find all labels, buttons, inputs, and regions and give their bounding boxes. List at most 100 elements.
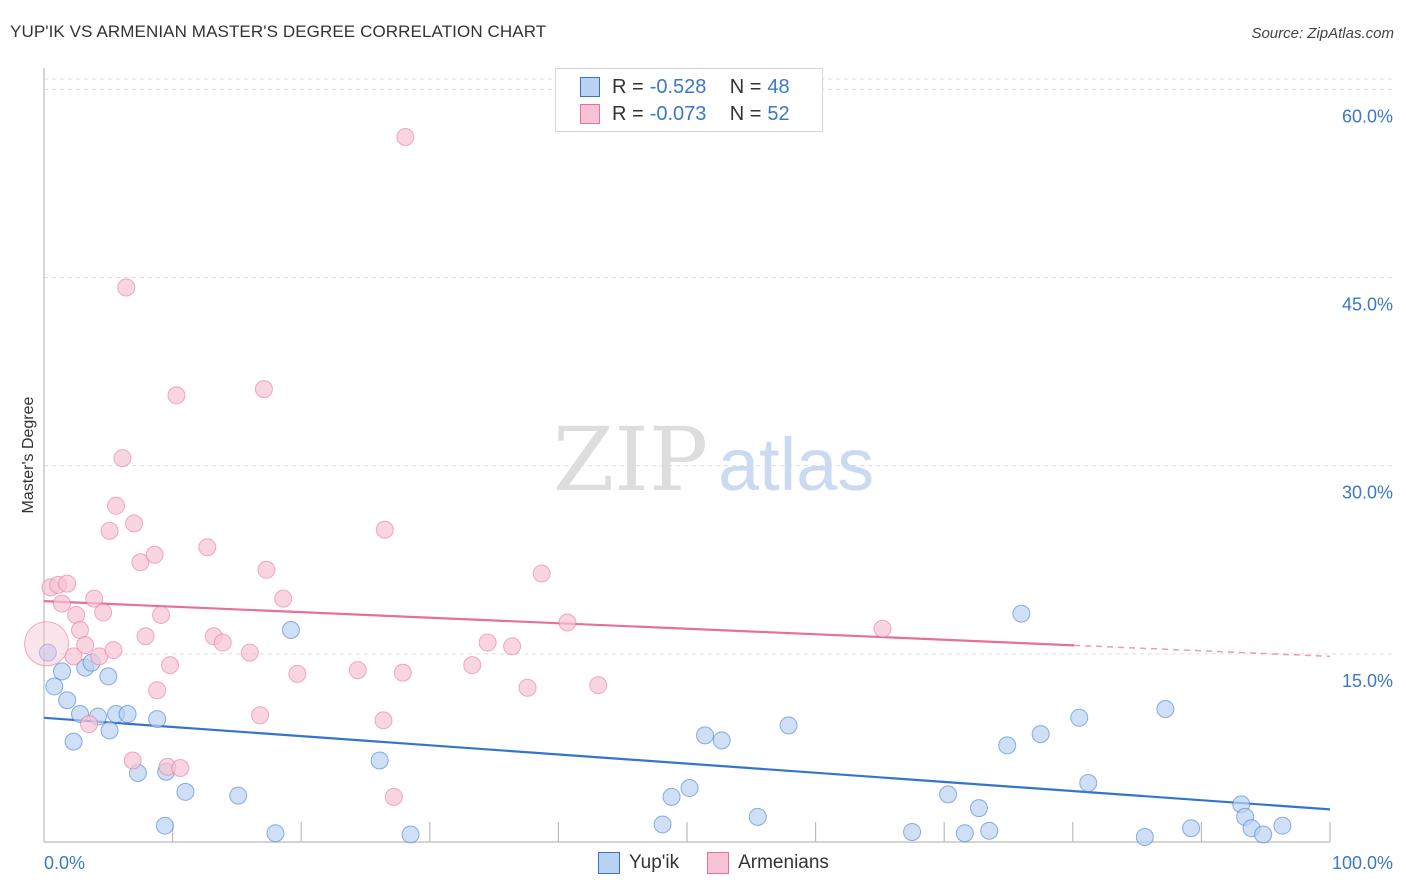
armenians-point: [100, 521, 119, 540]
armenians-point: [288, 664, 307, 683]
legend-r-label: R =: [612, 102, 644, 125]
yupik-point: [370, 751, 389, 770]
armenians-trend-extension: [1074, 644, 1331, 658]
armenians-point: [198, 538, 217, 557]
yupik-point: [155, 816, 174, 835]
watermark-zip: ZIP: [553, 408, 708, 511]
armenians-point: [125, 514, 144, 533]
yupik-point: [99, 667, 118, 686]
yupik-point: [38, 643, 57, 662]
legend-label-yupik: Yup'ik: [629, 852, 680, 873]
legend-r-value: -0.528: [649, 75, 707, 98]
yupik-point: [680, 779, 699, 798]
armenians-point: [873, 619, 892, 638]
armenians-point: [123, 751, 142, 770]
armenians-point: [396, 127, 415, 146]
armenians-point: [463, 656, 482, 675]
yupik-point: [148, 710, 167, 729]
watermark-atlas: atlas: [718, 423, 874, 506]
legend-n-label: N =: [729, 102, 762, 125]
y-axis-title: Master's Degree: [20, 396, 37, 513]
armenians-point: [64, 647, 83, 666]
yupik-point: [1273, 816, 1292, 835]
yupik-point: [955, 824, 974, 843]
y-tick-label: 15.0%: [1342, 671, 1393, 691]
armenians-point: [71, 620, 90, 639]
legend-r-value: -0.073: [649, 102, 707, 125]
yupik-point: [653, 815, 672, 834]
armenians-point: [58, 574, 77, 593]
series-legend: Yup'ik Armenians: [598, 852, 857, 874]
x-tick-label: 0.0%: [44, 853, 85, 873]
gridlines: [44, 78, 1394, 655]
trend-lines: [43, 600, 1331, 811]
legend-label-armenians: Armenians: [738, 852, 829, 873]
armenians-point: [171, 758, 190, 777]
yupik-point: [1156, 700, 1175, 719]
yupik-point: [64, 732, 83, 751]
armenians-point: [532, 564, 551, 583]
legend-swatch-armenians: [580, 104, 600, 124]
yupik-point: [281, 620, 300, 639]
armenians-point: [254, 380, 273, 399]
watermark: ZIP atlas: [553, 408, 874, 511]
yupik-point: [58, 691, 77, 710]
armenians-point: [257, 560, 276, 579]
x-tick-label: 100.0%: [1332, 853, 1393, 873]
yupik-point: [1135, 827, 1154, 846]
armenians-point: [113, 449, 132, 468]
yupik-point: [45, 677, 64, 696]
armenians-point: [136, 627, 155, 646]
legend-row-armenians: R = -0.073 N = 52: [580, 101, 790, 127]
armenians-point: [167, 386, 186, 405]
y-tick-label: 60.0%: [1342, 106, 1393, 126]
legend-n-value: 52: [767, 102, 790, 125]
armenians-point: [76, 636, 95, 655]
yupik-point: [1070, 708, 1089, 727]
armenians-point: [251, 706, 270, 725]
legend-swatch-armenians: [707, 852, 730, 874]
armenians-point: [85, 589, 104, 608]
armenians-point: [148, 681, 167, 700]
yupik-point: [1182, 819, 1201, 838]
yupik-point: [266, 824, 285, 843]
data-points: [24, 127, 1292, 846]
yupik-point: [1031, 725, 1050, 744]
armenians-point: [384, 787, 403, 806]
axis-labels: 15.0% 30.0% 45.0% 60.0% 0.0% 100.0% Master's D…: [20, 106, 1393, 873]
armenians-point: [518, 678, 537, 697]
yupik-point: [53, 662, 72, 681]
armenians-point: [131, 553, 150, 572]
legend-row-yupik: R = -0.528 N = 48: [580, 74, 790, 100]
yupik-point: [662, 787, 681, 806]
legend-r-label: R =: [612, 75, 644, 98]
yupik-trend-line: [43, 716, 1331, 811]
yupik-point: [401, 825, 420, 844]
y-tick-label: 45.0%: [1342, 294, 1393, 314]
armenians-point: [348, 661, 367, 680]
armenians-point: [589, 676, 608, 695]
legend-swatch-yupik: [580, 77, 600, 97]
armenians-point: [117, 278, 136, 297]
yupik-point: [100, 721, 119, 740]
armenians-point: [161, 656, 180, 675]
armenians-point: [274, 589, 293, 608]
armenians-point: [94, 603, 113, 622]
armenians-point: [104, 641, 123, 660]
legend-item-yupik[interactable]: Yup'ik: [598, 852, 679, 874]
armenians-point: [80, 715, 99, 734]
armenians-point: [213, 633, 232, 652]
yupik-point: [903, 822, 922, 841]
legend-item-armenians[interactable]: Armenians: [707, 852, 829, 874]
armenians-point: [145, 545, 164, 564]
armenians-point: [24, 621, 70, 667]
yupik-point: [939, 785, 958, 804]
yupik-point: [712, 731, 731, 750]
yupik-point: [1012, 604, 1031, 623]
armenians-point: [374, 711, 393, 730]
armenians-point: [107, 496, 126, 515]
yupik-point: [779, 716, 798, 735]
armenians-point: [152, 605, 171, 624]
yupik-point: [998, 736, 1017, 755]
armenians-point: [393, 663, 412, 682]
